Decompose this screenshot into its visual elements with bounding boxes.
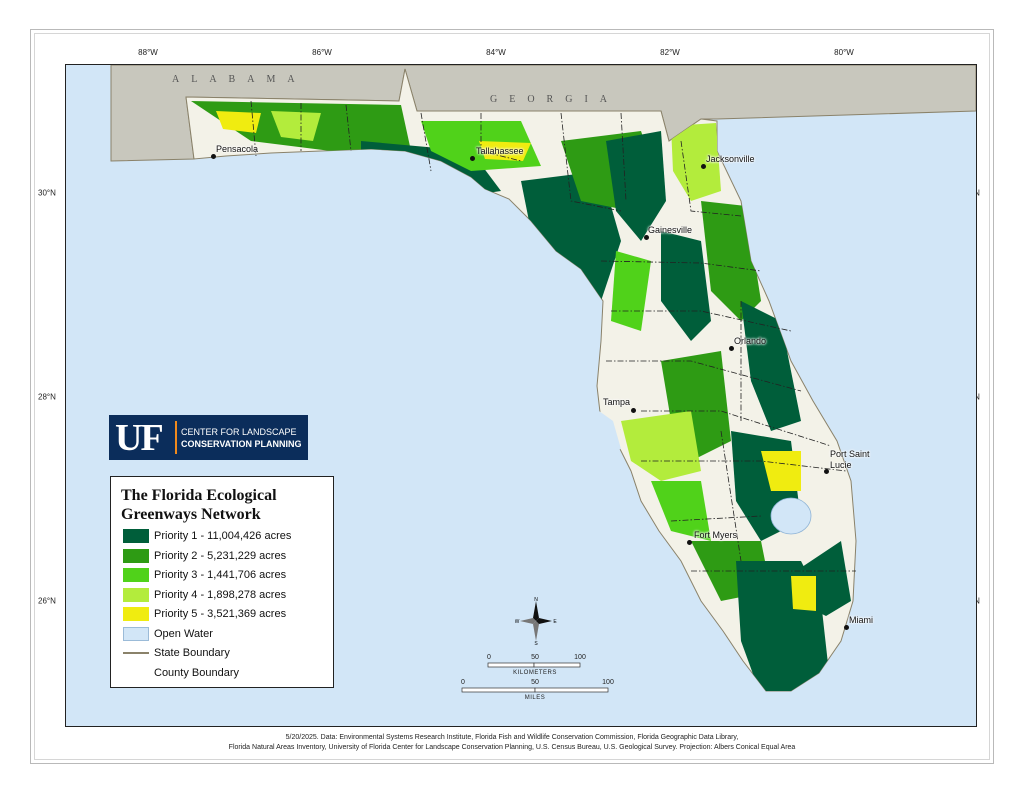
legend-label-priority-2: Priority 2 - 5,231,229 acres: [154, 550, 287, 562]
state-label-alabama: ALABAMA: [172, 74, 307, 85]
scale-bar-miles: [461, 687, 609, 693]
city-marker-tallahassee: [469, 155, 475, 161]
city-label-orlando: Orlando: [734, 336, 767, 346]
logo-line-2: CONSERVATION PLANNING: [181, 439, 302, 449]
map-legend: The Florida Ecological Greenways Network…: [110, 476, 334, 688]
latitude-label-30n-left: 30°N: [38, 188, 56, 198]
map-sheet-inner-border: [34, 33, 990, 760]
credits-line-2: Florida Natural Areas Inventory, Univers…: [228, 744, 796, 751]
legend-swatch-priority-3: [123, 568, 149, 582]
longitude-label-82w: 82°W: [660, 48, 680, 57]
city-marker-orlando: [728, 345, 734, 351]
scale-km-unit: KILOMETERS: [513, 670, 557, 676]
legend-swatch-priority-4: [123, 588, 149, 602]
priority-4-area: [671, 123, 721, 201]
priority-5-area: [791, 576, 816, 611]
map-canvas: [110, 65, 976, 692]
city-label-tallahassee: Tallahassee: [476, 146, 524, 156]
priority-5-area: [761, 451, 801, 491]
longitude-label-88w: 88°W: [138, 48, 158, 57]
county-boundaries: [250, 100, 856, 572]
city-marker-miami: [843, 624, 849, 630]
legend-swatch-priority-2: [123, 549, 149, 563]
city-marker-pensacola: [210, 153, 216, 159]
priority-4-area: [621, 411, 701, 481]
city-marker-jacksonville: [700, 163, 706, 169]
legend-swatch-priority-5: [123, 607, 149, 621]
map-sheet-border: [30, 29, 994, 764]
city-marker-gainesville: [643, 234, 649, 240]
scale-km-tick-50: 50: [531, 654, 539, 661]
north-arrow-compass: N S E W: [515, 597, 557, 645]
priority-5-area: [479, 141, 531, 161]
logo-mark: UF: [115, 417, 164, 459]
legend-title: The Florida Ecological Greenways Network: [121, 487, 277, 523]
scale-bar-kilometers: [487, 662, 581, 668]
scale-mi-unit: MILES: [524, 695, 546, 701]
latitude-label-28n-left: 28°N: [38, 392, 56, 402]
compass-s: S: [534, 641, 538, 645]
legend-label-open-water: Open Water: [154, 628, 213, 640]
latitude-label-26n-left: 26°N: [38, 596, 56, 606]
legend-line-state-boundary: [123, 652, 149, 654]
priority-5-area: [216, 111, 261, 133]
compass-w: W: [515, 619, 520, 625]
scale-mi-tick-0: 0: [461, 679, 465, 686]
legend-label-priority-1: Priority 1 - 11,004,426 acres: [154, 530, 292, 542]
legend-swatch-priority-1: [123, 529, 149, 543]
compass-n: N: [534, 597, 538, 603]
scale-mi-tick-100: 100: [602, 679, 614, 686]
uf-clcp-logo: UF CENTER FOR LANDSCAPE CONSERVATION PLA…: [109, 415, 308, 460]
city-label-gainesville: Gainesville: [648, 225, 693, 235]
state-label-georgia: GEORGIA: [490, 94, 619, 105]
priority-3-area: [611, 251, 651, 331]
city-label-port-saint-lucie: Port Saint Lucie: [830, 449, 870, 470]
legend-label-priority-4: Priority 4 - 1,898,278 acres: [154, 589, 287, 601]
priority-2-area: [701, 201, 761, 321]
priority-3-area: [651, 481, 711, 541]
scale-km-tick-100: 100: [574, 654, 586, 661]
compass-e: E: [553, 619, 557, 625]
city-label-tampa: Tampa: [603, 397, 631, 407]
legend-label-state-boundary: State Boundary: [154, 647, 230, 659]
scale-km-tick-0: 0: [487, 654, 491, 661]
credits-line-1: 5/20/2025. Data: Environmental Systems R…: [285, 734, 739, 741]
tampa-bay: [599, 411, 621, 453]
city-marker-tampa: [630, 407, 636, 413]
priority-4-area: [271, 111, 321, 141]
city-label-miami: Miami: [849, 615, 873, 625]
city-label-pensacola: Pensacola: [216, 144, 259, 154]
legend-label-priority-5: Priority 5 - 3,521,369 acres: [154, 608, 287, 620]
longitude-label-80w: 80°W: [834, 48, 854, 57]
logo-line-1: CENTER FOR LANDSCAPE: [181, 427, 297, 437]
city-marker-port-saint-lucie: [823, 468, 829, 474]
city-label-fort-myers: Fort Myers: [694, 530, 738, 540]
priority-1-area-osceola: [606, 131, 666, 241]
priority-1-area-ocala: [661, 231, 711, 341]
city-label-jacksonville: Jacksonville: [706, 154, 755, 164]
longitude-label-86w: 86°W: [312, 48, 332, 57]
longitude-label-84w: 84°W: [486, 48, 506, 57]
scale-mi-tick-50: 50: [531, 679, 539, 686]
legend-swatch-open-water: [123, 627, 149, 641]
priority-1-area-st-johns: [741, 301, 801, 431]
lake-okeechobee: [770, 497, 812, 535]
city-marker-fort-myers: [686, 539, 692, 545]
logo-divider: [175, 421, 177, 454]
legend-label-priority-3: Priority 3 - 1,441,706 acres: [154, 569, 287, 581]
legend-label-county-boundary: County Boundary: [154, 667, 239, 679]
